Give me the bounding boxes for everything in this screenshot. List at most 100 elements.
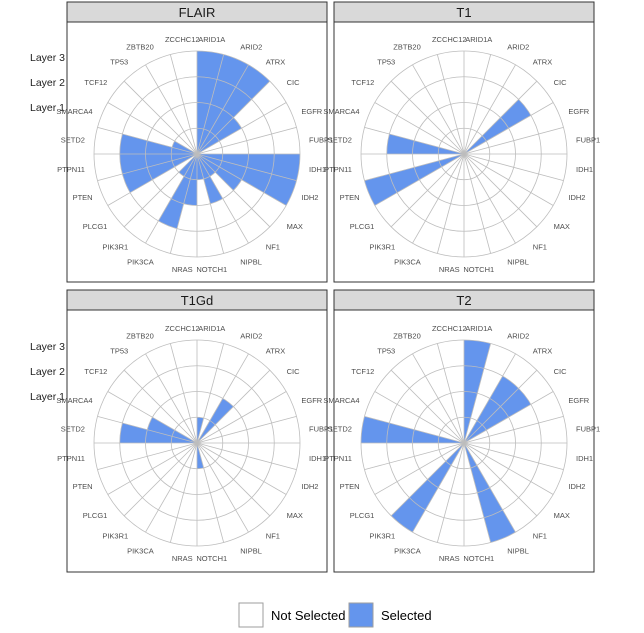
gene-label-tp53: TP53	[110, 57, 128, 66]
grid-spoke	[196, 64, 249, 155]
panel-t1gd: T1Gd ARID1A ARID2 ATRX CIC EGFR FUBP1 IDH1 IDH2 M…	[56, 289, 333, 573]
gene-label-idh2: IDH2	[301, 193, 318, 202]
gene-label-arid1a: ARID1A	[198, 35, 225, 44]
grid-spoke	[196, 369, 271, 444]
grid-spoke	[145, 153, 198, 244]
layer-label-layer-2: Layer 2	[30, 77, 65, 89]
layer-label-layer-1: Layer 1	[30, 391, 65, 403]
panel-flair: FLAIR ARID1A ARID2 ATRX CIC EGFR FUBP1 IDH1 IDH2…	[56, 1, 333, 283]
grid-spoke	[107, 391, 198, 444]
gene-label-nf1: NF1	[266, 532, 280, 541]
gene-label-egfr: EGFR	[301, 396, 322, 405]
grid-spoke	[196, 343, 225, 444]
layer-labels: Layer 3 Layer 2 Layer 1 Layer 3 Layer 2 Layer…	[30, 52, 65, 403]
grid-spoke	[390, 153, 465, 228]
grid-spoke	[196, 442, 225, 543]
gene-label-fubp1: FUBP1	[309, 424, 333, 433]
gene-label-arid1a: ARID1A	[198, 324, 225, 333]
grid-spoke	[169, 153, 198, 254]
wedge-cic	[464, 388, 531, 443]
gene-label-atrx: ATRX	[533, 57, 552, 66]
grid-spoke	[463, 102, 554, 155]
grid-spoke	[196, 153, 225, 254]
grid-spoke	[374, 102, 465, 155]
grid-spoke	[169, 442, 198, 543]
grid-spoke	[196, 153, 249, 244]
grid-spoke	[463, 153, 538, 228]
grid-spoke	[123, 153, 198, 228]
gene-labels: ARID1A ARID2 ATRX CIC EGFR FUBP1 IDH1 IDH2 MAX NF…	[323, 324, 600, 563]
panel-title: T2	[456, 293, 471, 308]
grid-spoke	[364, 153, 465, 182]
gene-label-plcg1: PLCG1	[350, 222, 375, 231]
panel-title: T1Gd	[181, 293, 214, 308]
wedge-smarca4	[147, 417, 197, 443]
gene-label-tcf12: TCF12	[351, 78, 374, 87]
grid-spoke	[463, 54, 492, 155]
grid-spoke	[196, 442, 249, 533]
gene-label-zbtb20: ZBTB20	[393, 43, 421, 52]
gene-label-nras: NRAS	[439, 265, 460, 274]
gene-label-max: MAX	[287, 222, 303, 231]
polar-grid	[93, 50, 301, 258]
gene-label-notch1: NOTCH1	[463, 554, 494, 563]
gene-label-zcchc12: ZCCHC12	[432, 35, 467, 44]
gene-label-nras: NRAS	[172, 554, 193, 563]
grid-spoke	[97, 153, 198, 182]
panel-t2: T2 ARID1A ARID2 ATRX CIC EGFR FUBP1 IDH1 IDH2 MAX…	[323, 289, 600, 573]
grid-spoke	[412, 442, 465, 533]
gene-label-atrx: ATRX	[266, 57, 285, 66]
gene-label-arid1a: ARID1A	[465, 324, 492, 333]
gene-label-zcchc12: ZCCHC12	[165, 35, 200, 44]
gene-label-ptpn11: PTPN11	[57, 454, 85, 463]
gene-label-cic: CIC	[554, 78, 568, 87]
gene-label-pik3r1: PIK3R1	[102, 243, 128, 252]
gene-label-zbtb20: ZBTB20	[126, 332, 154, 341]
gene-label-arid2: ARID2	[507, 43, 529, 52]
gene-label-idh1: IDH1	[576, 454, 593, 463]
grid-spoke	[196, 54, 225, 155]
grid-spoke	[196, 353, 249, 444]
polar-grid	[360, 50, 568, 258]
gene-label-egfr: EGFR	[568, 396, 589, 405]
wedge-cic	[197, 117, 242, 154]
gene-label-nf1: NF1	[533, 532, 547, 541]
gene-label-setd2: SETD2	[328, 424, 352, 433]
gene-label-idh2: IDH2	[568, 482, 585, 491]
grid-spoke	[107, 102, 198, 155]
gene-label-pik3ca: PIK3CA	[127, 546, 154, 555]
panel-t1: T1 ARID1A ARID2 ATRX CIC EGFR FUBP1 IDH1 IDH2 MAX…	[323, 1, 600, 283]
gene-label-pten: PTEN	[340, 193, 360, 202]
grid-spoke	[412, 64, 465, 155]
grid-spoke	[196, 391, 287, 444]
wedge-atrx	[464, 376, 519, 443]
grid-spoke	[374, 391, 465, 444]
wedge-nf1	[197, 154, 216, 177]
gene-label-ptpn11: PTPN11	[324, 165, 352, 174]
polar-grid	[360, 339, 568, 547]
grid-spoke	[436, 343, 465, 444]
grid-spoke	[145, 64, 198, 155]
layer-label-layer-2: Layer 2	[30, 366, 65, 378]
gene-label-zcchc12: ZCCHC12	[165, 324, 200, 333]
grid-spoke	[463, 153, 516, 244]
grid-spoke	[463, 353, 516, 444]
wedge-pten	[364, 154, 464, 206]
grid-spoke	[196, 442, 297, 471]
grid-spoke	[463, 442, 516, 533]
grid-spoke	[374, 442, 465, 495]
grid-spoke	[463, 80, 538, 155]
grid-spoke	[364, 442, 465, 471]
gene-label-pik3ca: PIK3CA	[394, 546, 421, 555]
legend-key-not-selected	[238, 602, 264, 628]
gene-label-cic: CIC	[287, 367, 301, 376]
gene-label-fubp1: FUBP1	[309, 135, 333, 144]
grid-spoke	[463, 64, 516, 155]
gene-label-tcf12: TCF12	[84, 367, 107, 376]
gene-label-plcg1: PLCG1	[350, 511, 375, 520]
grid-spoke	[463, 442, 538, 517]
legend-key-selected	[348, 602, 374, 628]
legend-label-not-selected: Not Selected	[271, 608, 345, 623]
grid-spoke	[196, 442, 271, 517]
gene-label-nf1: NF1	[266, 243, 280, 252]
